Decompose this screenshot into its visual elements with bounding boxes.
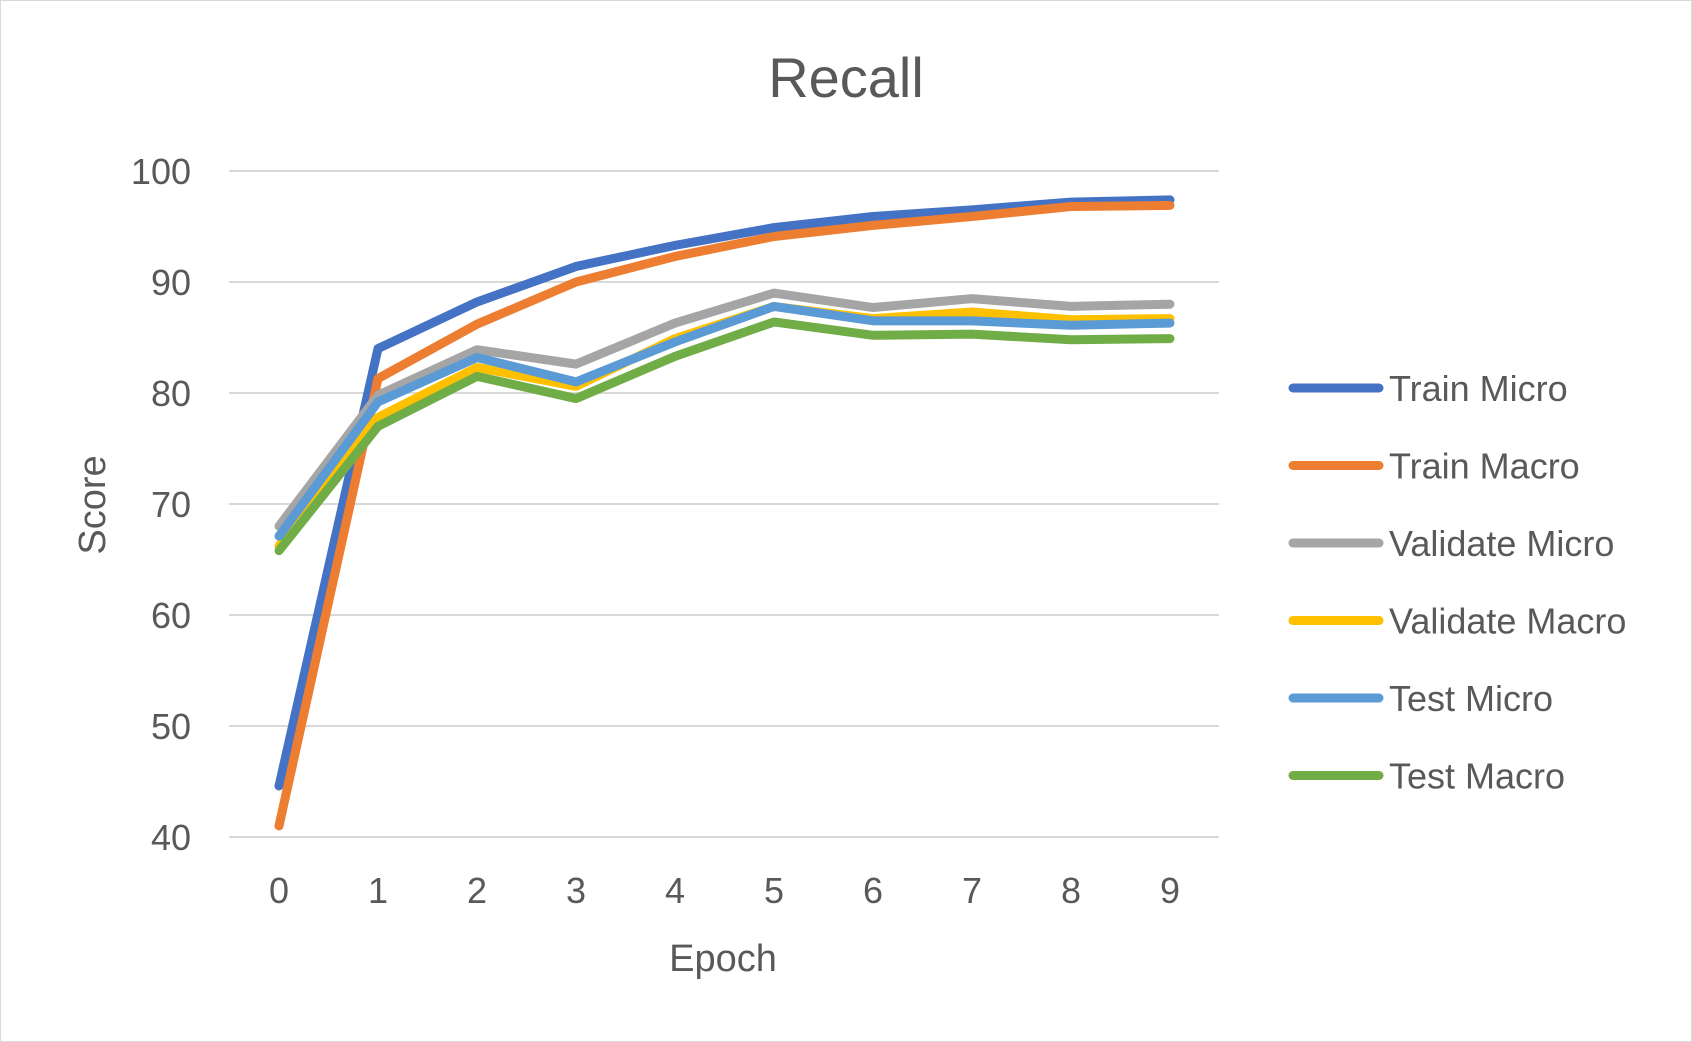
x-tick-label-7: 7	[962, 870, 982, 911]
series-line-train-micro	[274, 195, 1175, 791]
x-tick-label-2: 2	[467, 870, 487, 911]
axis-ticks: 40 50 60 70 80 90 100 0 1 2 3 4 5 6 7 8 9	[131, 151, 1180, 911]
legend-label-test-micro: Test Micro	[1389, 678, 1553, 719]
y-tick-label-70: 70	[151, 484, 191, 525]
legend-label-train-micro: Train Micro	[1389, 368, 1568, 409]
chart-title: Recall	[768, 46, 924, 109]
legend-label-validate-macro: Validate Macro	[1389, 601, 1626, 642]
series-line-test-micro	[274, 301, 1175, 541]
gridlines	[229, 170, 1219, 838]
x-axis-label: Epoch	[669, 938, 777, 980]
legend-label-test-macro: Test Macro	[1389, 756, 1565, 797]
y-tick-label-50: 50	[151, 706, 191, 747]
x-tick-label-1: 1	[368, 870, 388, 911]
y-tick-label-60: 60	[151, 595, 191, 636]
x-tick-label-6: 6	[863, 870, 883, 911]
x-tick-label-0: 0	[269, 870, 289, 911]
y-axis-label: Score	[72, 455, 114, 554]
legend-label-validate-micro: Validate Micro	[1389, 523, 1614, 564]
series-lines	[274, 195, 1175, 831]
legend: Train Micro Train Macro Validate Micro Vali…	[1288, 368, 1626, 797]
x-tick-label-9: 9	[1160, 870, 1180, 911]
x-tick-label-3: 3	[566, 870, 586, 911]
y-tick-label-80: 80	[151, 373, 191, 414]
y-tick-label-100: 100	[131, 151, 191, 192]
x-tick-label-8: 8	[1061, 870, 1081, 911]
series-line-test-macro	[274, 317, 1175, 556]
x-tick-label-4: 4	[665, 870, 685, 911]
y-tick-label-90: 90	[151, 262, 191, 303]
series-line-train-macro	[274, 200, 1175, 831]
y-tick-label-40: 40	[151, 817, 191, 858]
legend-label-train-macro: Train Macro	[1389, 446, 1580, 487]
x-tick-label-5: 5	[764, 870, 784, 911]
series-line-validate-micro	[274, 288, 1175, 531]
